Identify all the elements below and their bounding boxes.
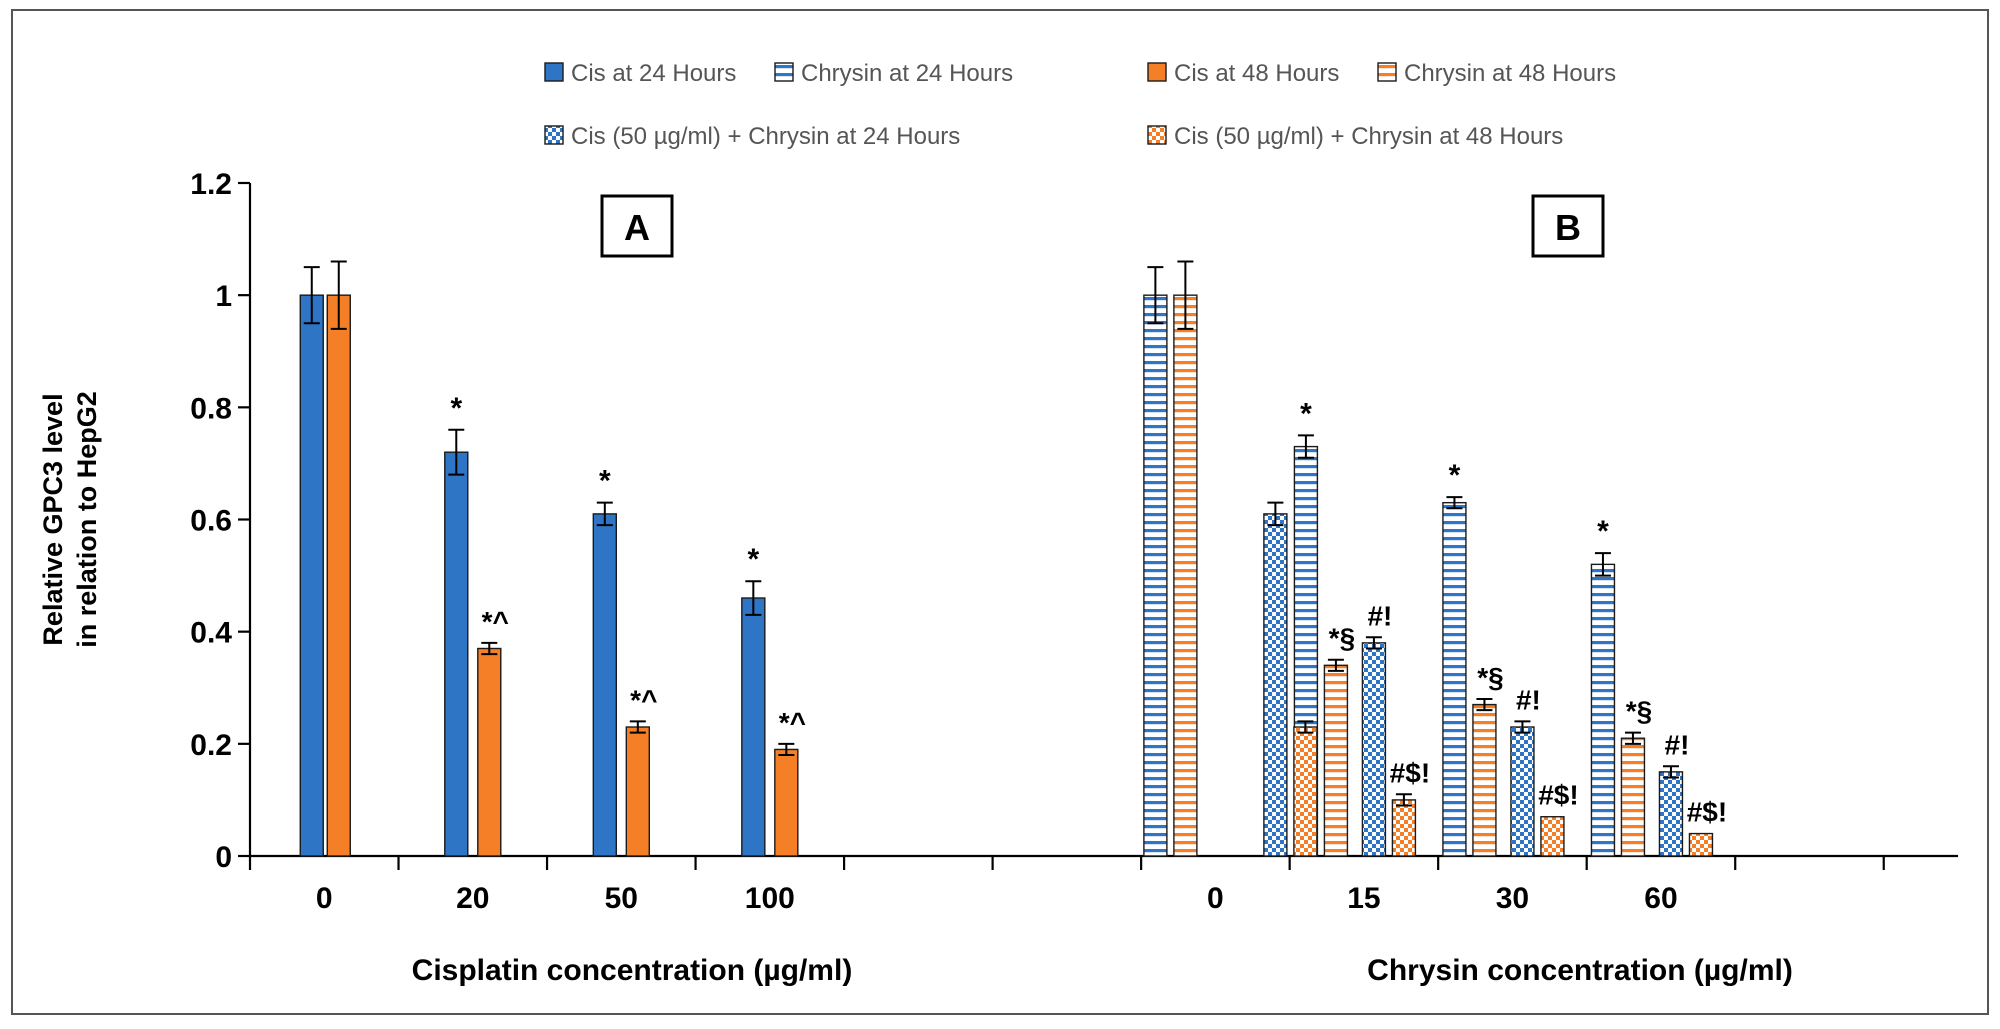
significance-label: *: [1449, 459, 1461, 492]
panel-label: B: [1555, 207, 1581, 248]
legend-swatch-hstripe-blue: [774, 62, 794, 82]
panel-label-box: [600, 194, 674, 258]
panel-label-box: [1531, 194, 1605, 258]
legend-swatch-check-orange: [1147, 125, 1167, 145]
x-axis-title: Cisplatin concentration (µg/ml): [412, 954, 853, 987]
y-tick-label: 0.4: [190, 617, 232, 650]
legend-label: Chrysin at 24 Hours: [801, 60, 1013, 87]
significance-label: *: [599, 465, 611, 498]
significance-label: *: [747, 543, 759, 576]
legend-swatch-check-blue: [544, 125, 564, 145]
y-tick-label: 0.2: [190, 729, 232, 762]
significance-label: #$!: [1538, 780, 1578, 811]
legend-label: Cis (50 µg/ml) + Chrysin at 24 Hours: [571, 123, 960, 150]
legend-label: Cis (50 µg/ml) + Chrysin at 48 Hours: [1174, 123, 1563, 150]
bar-hstripe-blue-0: [1143, 294, 1168, 857]
legend-label: Chrysin at 48 Hours: [1404, 60, 1616, 87]
panel-label: A: [624, 207, 650, 248]
bar-solid-blue-3: [741, 597, 766, 857]
x-tick-label: 20: [456, 882, 489, 915]
legend-label: Cis at 48 Hours: [1174, 60, 1339, 87]
x-tick-label: 50: [605, 882, 638, 915]
significance-label: *§: [1477, 662, 1503, 693]
x-tick-label: 100: [745, 882, 795, 915]
y-axis-title-line: Relative GPC3 level: [38, 393, 68, 645]
bar-hstripe-orange-2: [1472, 703, 1497, 857]
bar-check-blue-2: [1510, 726, 1535, 857]
bar-check-blue-1: [1361, 642, 1387, 857]
labels: 0 0.2 0.4 0.6 0.8 1 1.2 Relative GPC3 level in r…: [38, 168, 1793, 987]
bar-solid-orange-0: [326, 294, 351, 857]
bar-solid-orange-3: [774, 748, 799, 857]
significance-label: *^: [779, 707, 806, 738]
legend-swatch-solid-blue: [544, 62, 564, 82]
y-tick-label: 0.8: [190, 392, 232, 425]
bar-solid-orange-1: [477, 647, 502, 857]
significance-label: #!: [1367, 600, 1392, 631]
bar-check-blue-3: [1658, 771, 1684, 857]
x-tick-label: 60: [1644, 882, 1677, 915]
significance-label: #$!: [1687, 797, 1727, 828]
significance-label: *: [1300, 397, 1312, 430]
legend-swatch-hstripe-orange: [1377, 62, 1397, 82]
x-axis-title: Chrysin concentration (µg/ml): [1367, 954, 1793, 987]
x-tick-label: 30: [1496, 882, 1529, 915]
bar-check-blue-0: [1263, 513, 1288, 857]
y-axis-title-line: in relation to HepG2: [72, 391, 102, 648]
significance-label: *§: [1329, 623, 1355, 654]
significance-label: *§: [1626, 696, 1652, 727]
significance-label: *^: [630, 684, 657, 715]
bar-solid-blue-0: [299, 294, 324, 857]
bar-check-orange-3: [1688, 832, 1714, 857]
y-tick-label: 1: [215, 280, 232, 313]
legend-label: Cis at 24 Hours: [571, 60, 736, 87]
bar-hstripe-blue-2: [1442, 501, 1467, 857]
x-tick-label: 15: [1347, 882, 1380, 915]
x-tick-label: 0: [316, 882, 333, 915]
bar-check-orange-2: [1540, 816, 1565, 857]
significance-label: *: [450, 392, 462, 425]
bar-check-orange-0: [1293, 726, 1318, 857]
y-axis-title: Relative GPC3 level in relation to HepG2: [38, 391, 102, 648]
bar-hstripe-orange-3: [1620, 737, 1646, 857]
legend: Cis at 24 Hours Chrysin at 24 Hours Cis at…: [544, 60, 1616, 150]
x-tick-label: 0: [1207, 882, 1224, 915]
bar-hstripe-blue-3: [1590, 563, 1616, 857]
y-tick-label: 0: [215, 841, 232, 874]
y-tick-label: 0.6: [190, 505, 232, 538]
significance-label: #!: [1665, 729, 1690, 760]
bar-solid-blue-2: [592, 513, 618, 857]
significance-label: #$!: [1390, 757, 1430, 788]
legend-swatch-solid-orange: [1147, 62, 1167, 82]
bar-check-orange-1: [1391, 799, 1417, 857]
bars: [299, 260, 1714, 857]
y-tick-label: 1.2: [190, 168, 232, 201]
significance-label: *: [1597, 515, 1609, 548]
bar-hstripe-orange-1: [1323, 664, 1349, 857]
bar-hstripe-orange-0: [1173, 294, 1198, 857]
bar-solid-orange-2: [625, 726, 651, 857]
significance-label: #!: [1516, 684, 1541, 715]
significance-label: *^: [482, 606, 509, 637]
bar-solid-blue-1: [444, 451, 469, 857]
